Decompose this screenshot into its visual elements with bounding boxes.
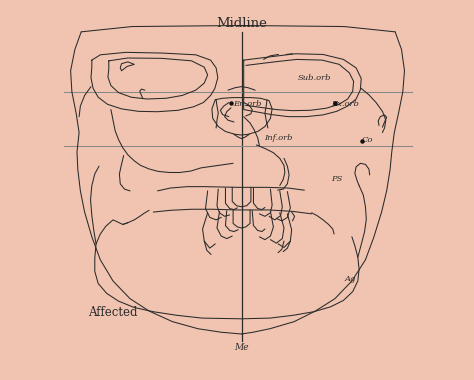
Text: Ex.orb: Ex.orb <box>331 100 359 108</box>
Text: Ag: Ag <box>344 275 356 283</box>
Text: Co: Co <box>361 136 373 144</box>
Text: Midline: Midline <box>216 17 267 30</box>
Text: Inf.orb: Inf.orb <box>264 134 292 142</box>
Text: En.orb: En.orb <box>233 100 262 108</box>
Text: Me: Me <box>234 343 249 352</box>
Text: Affected: Affected <box>88 306 137 319</box>
Text: Sub.orb: Sub.orb <box>298 74 331 82</box>
Text: PS: PS <box>331 174 343 182</box>
